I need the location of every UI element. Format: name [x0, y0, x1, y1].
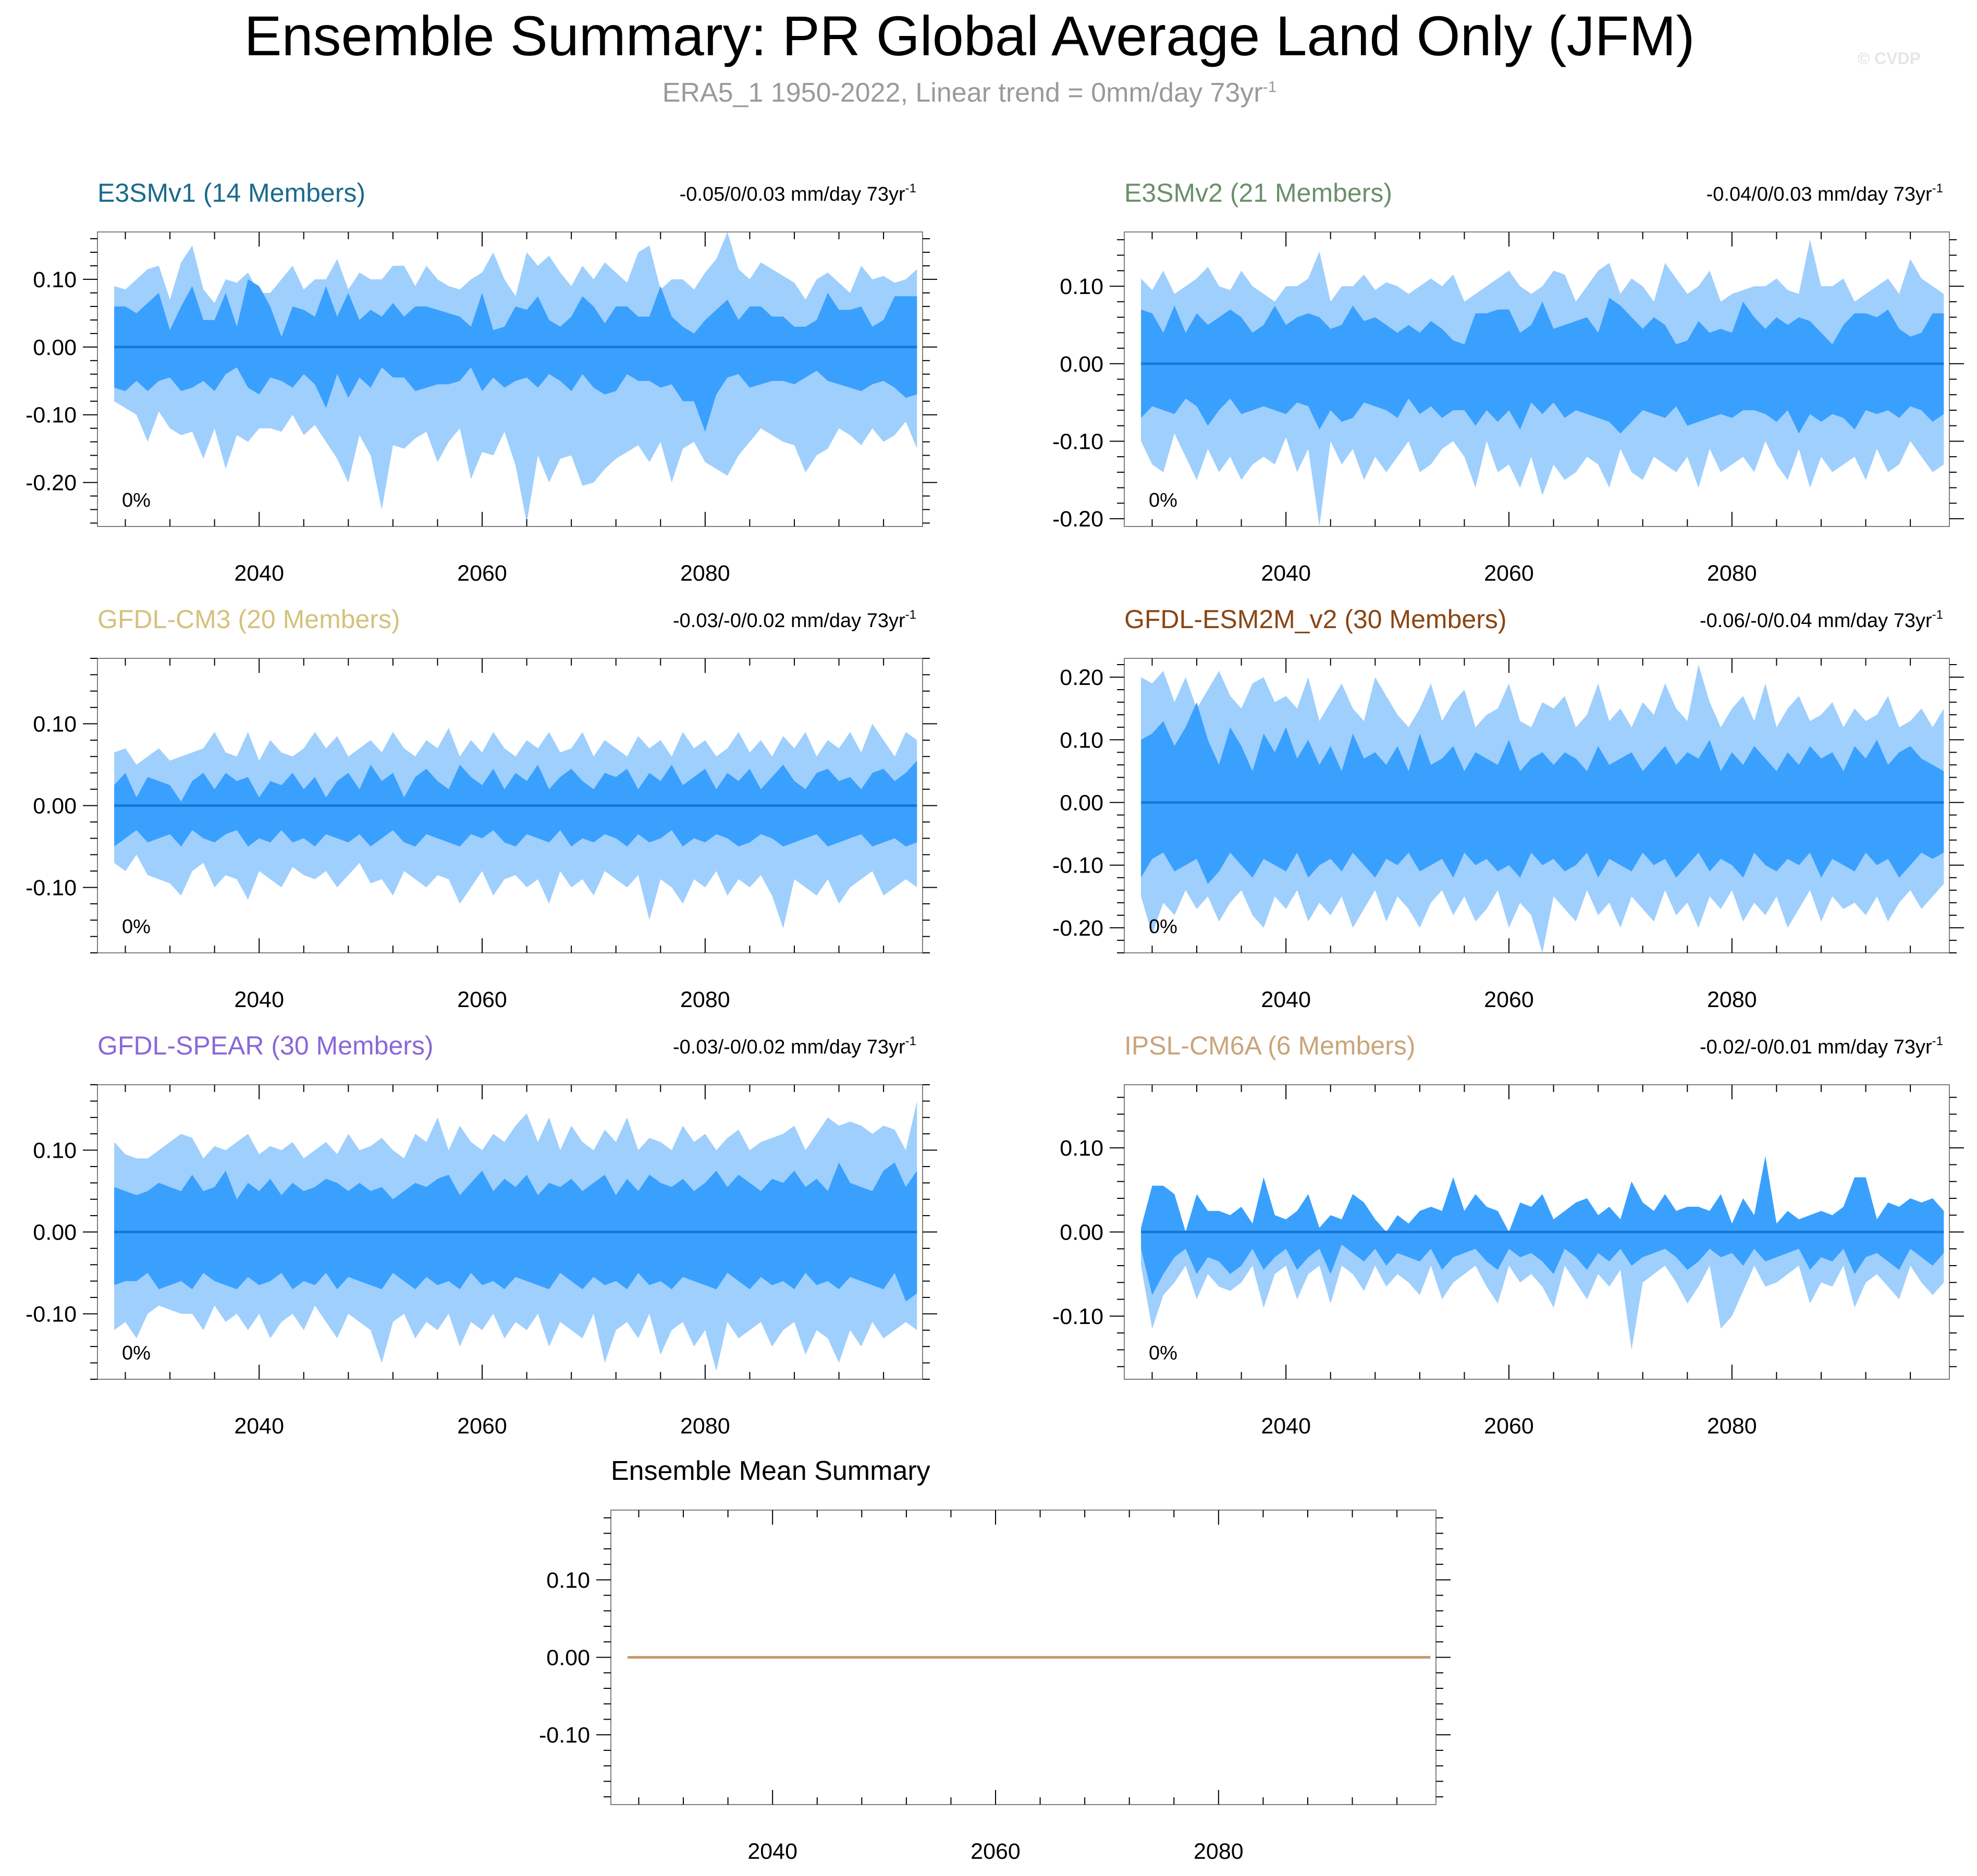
panel-title: IPSL-CM6A (6 Members) [1124, 1031, 1415, 1060]
chart-panel-e3smv2: 2040 2060 2080 0.10 0.00 -0.10 -0.20 E3SMv2 (21… [1052, 178, 1964, 586]
inner-range-band [114, 761, 917, 847]
y-tick-label: -0.10 [1052, 853, 1103, 878]
y-tick-label: 0.00 [33, 335, 77, 360]
percent-label: 0% [122, 916, 151, 938]
subtitle-superscript: -1 [1262, 78, 1277, 96]
x-tick-label: 2080 [1707, 1414, 1757, 1439]
x-tick-label: 2040 [1261, 987, 1311, 1012]
x-tick-label: 2040 [234, 561, 284, 586]
y-tick-label: 0.10 [546, 1568, 590, 1593]
trend-label: -0.06/-0/0.04 mm/day 73yr-1 [1700, 608, 1943, 632]
x-tick-label: 2060 [971, 1839, 1021, 1864]
chart-panel-ipsl-cm6a: 2040 2060 2080 0.10 0.00 -0.10 IPSL-CM6A (6 Me… [1052, 1031, 1964, 1439]
x-tick-label: 2080 [1194, 1839, 1244, 1864]
trend-label: -0.04/0/0.03 mm/day 73yr-1 [1706, 181, 1943, 205]
plot-frame [1124, 658, 1950, 953]
panel-title: GFDL-SPEAR (30 Members) [97, 1031, 434, 1060]
y-tick-label: -0.20 [1052, 916, 1103, 941]
chart-panel-gfdl-esm2m-v2: 2040 2060 2080 0.20 0.10 0.00 -0.10 -0.20 GFDL-E… [1052, 605, 1964, 1012]
percent-label: 0% [1149, 1342, 1177, 1364]
x-tick-label: 2060 [1484, 1414, 1534, 1439]
x-tick-label: 2060 [1484, 987, 1534, 1012]
x-tick-label: 2060 [457, 1414, 507, 1439]
y-tick-label: 0.10 [33, 1138, 77, 1163]
x-tick-label: 2040 [1261, 561, 1311, 586]
y-tick-label: -0.10 [26, 403, 77, 428]
panel-title: GFDL-CM3 (20 Members) [97, 605, 400, 634]
x-tick-label: 2080 [1707, 987, 1757, 1012]
x-tick-label: 2040 [234, 1414, 284, 1439]
inner-range-band [1141, 298, 1944, 434]
y-tick-label: -0.20 [26, 471, 77, 496]
x-tick-label: 2080 [1707, 561, 1757, 586]
panel-title: E3SMv1 (14 Members) [97, 178, 365, 207]
y-tick-label: 0.00 [1060, 1220, 1103, 1245]
percent-label: 0% [1149, 916, 1177, 938]
y-tick-label: 0.10 [33, 712, 77, 737]
plot-frame [97, 231, 923, 527]
y-tick-label: -0.20 [1052, 507, 1103, 532]
y-tick-label: 0.20 [1060, 665, 1103, 690]
y-tick-label: -0.10 [539, 1723, 590, 1748]
y-tick-label: 0.00 [1060, 352, 1103, 377]
trend-label: -0.02/-0/0.01 mm/day 73yr-1 [1700, 1034, 1943, 1058]
copyright-watermark: © CVDP [1857, 49, 1921, 68]
page-subtitle: ERA5_1 1950-2022, Linear trend = 0mm/day… [0, 77, 1939, 108]
y-tick-label: 0.00 [33, 1220, 77, 1245]
y-tick-label: 0.00 [1060, 790, 1103, 815]
x-tick-label: 2040 [234, 987, 284, 1012]
y-tick-label: 0.00 [546, 1646, 590, 1671]
x-tick-label: 2060 [457, 987, 507, 1012]
percent-label: 0% [122, 1342, 151, 1364]
chart-panel-ensemble-mean: 2040 2060 2080 0.10 0.00 -0.10 Ensemble Mean S… [539, 1456, 1451, 1864]
inner-range-band [114, 279, 917, 432]
percent-label: 0% [1149, 489, 1177, 511]
subtitle-text: ERA5_1 1950-2022, Linear trend = 0mm/day… [662, 78, 1263, 108]
y-tick-label: -0.10 [26, 1302, 77, 1327]
y-tick-label: 0.10 [33, 267, 77, 292]
panel-title: Ensemble Mean Summary [611, 1456, 930, 1486]
x-tick-label: 2080 [680, 561, 730, 586]
y-tick-label: 0.00 [33, 794, 77, 819]
inner-range-band [1141, 1156, 1944, 1295]
x-tick-label: 2080 [680, 1414, 730, 1439]
y-tick-label: 0.10 [1060, 274, 1103, 299]
x-tick-label: 2060 [457, 561, 507, 586]
inner-range-band [1141, 702, 1944, 884]
x-tick-label: 2060 [1484, 561, 1534, 586]
chart-panel-e3smv1: 2040 2060 2080 0.10 0.00 -0.10 -0.20 E3SMv1 (14… [26, 178, 937, 586]
x-tick-label: 2040 [1261, 1414, 1311, 1439]
y-tick-label: -0.10 [26, 875, 77, 900]
y-tick-label: -0.10 [1052, 429, 1103, 454]
trend-label: -0.03/-0/0.02 mm/day 73yr-1 [673, 1034, 916, 1058]
panel-title: GFDL-ESM2M_v2 (30 Members) [1124, 605, 1507, 634]
chart-panel-gfdl-cm3: 2040 2060 2080 0.10 0.00 -0.10 GFDL-CM3 (20 Me… [26, 605, 937, 1012]
y-tick-label: 0.10 [1060, 1136, 1103, 1161]
chart-panel-gfdl-spear: 2040 2060 2080 0.10 0.00 -0.10 GFDL-SPEAR (30 … [26, 1031, 937, 1439]
trend-label: -0.05/0/0.03 mm/day 73yr-1 [680, 181, 916, 205]
trend-label: -0.03/-0/0.02 mm/day 73yr-1 [673, 608, 916, 632]
x-tick-label: 2040 [747, 1839, 797, 1864]
x-tick-label: 2080 [680, 987, 730, 1012]
percent-label: 0% [122, 489, 151, 511]
page-title: Ensemble Summary: PR Global Average Land… [244, 4, 1695, 67]
y-tick-label: -0.10 [1052, 1304, 1103, 1329]
panel-title: E3SMv2 (21 Members) [1124, 178, 1392, 207]
y-tick-label: 0.10 [1060, 728, 1103, 753]
